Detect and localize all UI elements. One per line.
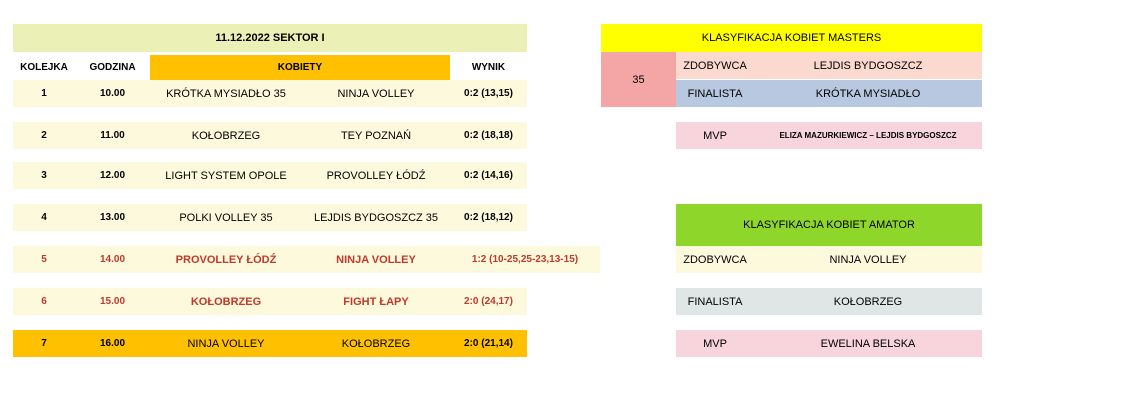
team-away: KOŁOBRZEG — [341, 337, 411, 350]
row-background — [13, 80, 527, 107]
award: ZDOBYWCA — [683, 59, 747, 72]
team-away: NINJA VOLLEY — [336, 253, 416, 266]
winner: EWELINA BELSKA — [820, 337, 916, 350]
column-header: GODZINA — [89, 62, 136, 73]
time: 10.00 — [99, 88, 126, 99]
masters-mvp-row — [676, 122, 982, 149]
award: FINALISTA — [687, 87, 743, 100]
team-home: POLKI VOLLEY 35 — [179, 211, 273, 224]
time: 15.00 — [99, 296, 126, 307]
result: 2:0 (24,17) — [464, 296, 513, 307]
masters-group: 35 — [601, 52, 676, 107]
row-background — [13, 122, 527, 149]
time: 11.00 — [100, 130, 125, 141]
winner: KRÓTKA MYSIADŁO — [815, 87, 921, 100]
award: FINALISTA — [687, 295, 743, 308]
round: 1 — [41, 88, 47, 99]
amator-row — [676, 246, 982, 273]
time: 14.00 — [99, 254, 126, 265]
team-away: NINJA VOLLEY — [337, 87, 415, 100]
team-away: FIGHT ŁAPY — [343, 295, 409, 308]
time: 12.00 — [99, 170, 126, 181]
schedule-title: 11.12.2022 SEKTOR I — [13, 24, 527, 52]
round: 4 — [41, 212, 47, 223]
round: 5 — [41, 254, 47, 265]
time: 16.00 — [99, 338, 126, 349]
row-background — [13, 288, 527, 315]
row-background — [13, 330, 527, 357]
result: 0:2 (18,18) — [464, 130, 513, 141]
result: 0:2 (13,15) — [464, 88, 513, 99]
result: 1:2 (10-25,25-23,13-15) — [471, 254, 579, 265]
masters-row — [676, 52, 982, 79]
masters-row — [676, 80, 982, 107]
award: MVP — [703, 129, 727, 142]
amator-row — [676, 288, 982, 315]
winner: ELIZA MAZURKIEWICZ – LEJDIS BYDGOSZCZ — [779, 131, 957, 140]
column-header: KOLEJKA — [20, 62, 68, 73]
round: 3 — [41, 170, 47, 181]
result: 0:2 (18,12) — [464, 212, 513, 223]
amator-title: KLASYFIKACJA KOBIET AMATOR — [676, 204, 982, 246]
round: 7 — [41, 338, 47, 349]
result: 2:0 (21,14) — [464, 338, 513, 349]
amator-row — [676, 330, 982, 357]
row-background — [13, 246, 600, 273]
team-home: KOŁOBRZEG — [190, 295, 262, 308]
team-home: LIGHT SYSTEM OPOLE — [165, 169, 287, 182]
result: 0:2 (14,16) — [464, 170, 513, 181]
team-away: LEJDIS BYDGOSZCZ 35 — [313, 211, 439, 224]
winner: LEJDIS BYDGOSZCZ — [813, 59, 923, 72]
team-away: TEY POZNAŃ — [340, 129, 412, 142]
column-header: KOBIETY — [150, 55, 450, 80]
team-home: PROVOLLEY ŁÓDŹ — [175, 253, 277, 266]
winner: KOŁOBRZEG — [833, 295, 903, 308]
row-background — [13, 204, 527, 231]
award: ZDOBYWCA — [683, 253, 747, 266]
row-background — [13, 162, 527, 189]
masters-title: KLASYFIKACJA KOBIET MASTERS — [601, 24, 982, 52]
team-home: KRÓTKA MYSIADŁO 35 — [166, 87, 286, 100]
column-header: WYNIK — [471, 62, 506, 73]
round: 2 — [41, 130, 47, 141]
time: 13.00 — [99, 212, 126, 223]
team-away: PROVOLLEY ŁÓDŹ — [326, 169, 426, 182]
award: MVP — [703, 337, 727, 350]
team-home: KOŁOBRZEG — [191, 129, 261, 142]
round: 6 — [41, 296, 47, 307]
team-home: NINJA VOLLEY — [187, 337, 265, 350]
winner: NINJA VOLLEY — [829, 253, 907, 266]
